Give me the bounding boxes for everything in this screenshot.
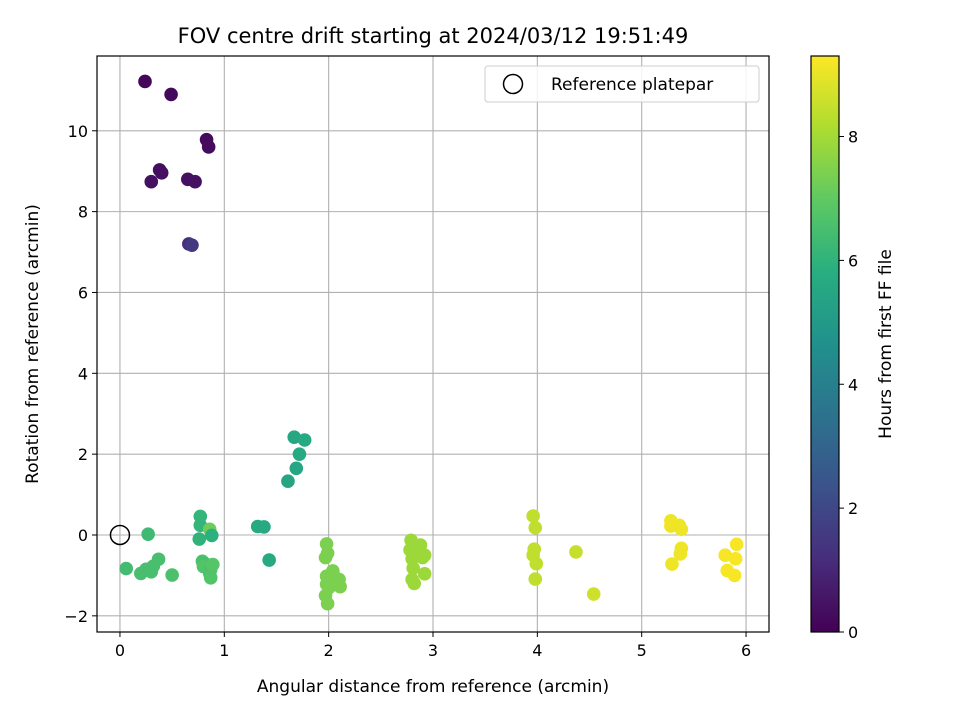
legend-marker-icon <box>502 73 524 95</box>
data-point <box>417 548 432 562</box>
data-point <box>281 474 295 489</box>
y-tick-label: 0 <box>78 526 88 545</box>
legend-box <box>484 65 760 103</box>
data-point <box>141 527 155 541</box>
data-point <box>674 522 689 537</box>
data-point <box>718 548 732 562</box>
data-point <box>673 547 688 561</box>
colorbar-ticks: 0 2 4 6 8 <box>839 128 858 642</box>
data-point <box>526 509 540 523</box>
colorbar-tick-label: 4 <box>848 375 858 394</box>
legend-label: Reference platepar <box>551 75 713 95</box>
x-tick-label: 5 <box>637 641 647 660</box>
x-tick-label: 2 <box>324 641 334 660</box>
data-point <box>164 87 178 102</box>
y-axis-ticks: −2 0 2 4 6 8 10 <box>64 122 97 626</box>
data-point <box>728 552 743 566</box>
data-point <box>287 430 302 444</box>
grid-lines <box>97 56 769 632</box>
x-tick-label: 4 <box>532 641 542 660</box>
data-point <box>138 74 152 89</box>
data-point <box>727 568 742 583</box>
reference-platepar-marker <box>109 524 131 546</box>
data-point <box>203 571 218 585</box>
x-axis-ticks: 0 1 2 3 4 5 6 <box>115 632 751 660</box>
y-tick-label: 4 <box>78 364 88 383</box>
data-point <box>569 545 583 559</box>
legend: Reference platepar <box>484 65 760 103</box>
data-point <box>321 581 336 595</box>
colorbar-tick-label: 0 <box>848 623 858 642</box>
data-point <box>407 576 422 591</box>
data-point <box>204 528 219 543</box>
data-point <box>318 550 333 565</box>
x-axis-label: Angular distance from reference (arcmin) <box>257 677 609 697</box>
y-tick-label: 6 <box>78 283 88 302</box>
y-tick-label: 8 <box>78 203 88 222</box>
data-point <box>292 447 307 461</box>
data-point <box>188 174 202 189</box>
y-tick-label: −2 <box>64 607 88 626</box>
data-point <box>586 587 601 601</box>
data-point <box>154 166 169 180</box>
data-point <box>528 520 543 535</box>
data-point <box>406 561 420 575</box>
x-tick-label: 6 <box>741 641 751 660</box>
data-point <box>529 556 544 571</box>
data-point <box>417 566 432 581</box>
data-point <box>151 552 166 567</box>
colorbar-label: Hours from first FF file <box>876 249 896 439</box>
x-tick-label: 1 <box>219 641 229 660</box>
data-point <box>206 557 220 572</box>
data-point <box>297 433 312 447</box>
y-tick-label: 2 <box>78 445 88 464</box>
data-point <box>257 520 271 534</box>
data-point <box>144 174 159 189</box>
data-point <box>729 537 744 552</box>
colorbar-gradient <box>810 55 840 633</box>
colorbar-tick-label: 8 <box>848 128 858 147</box>
data-point <box>119 561 134 576</box>
y-axis-label: Rotation from reference (arcmin) <box>23 204 43 484</box>
x-tick-label: 3 <box>428 641 438 660</box>
colorbar-tick-label: 6 <box>848 251 858 270</box>
data-point <box>320 596 335 611</box>
colorbar: 0 2 4 6 8 Hours from first FF file <box>810 55 896 642</box>
data-point <box>333 579 347 594</box>
data-point <box>665 557 679 571</box>
data-point <box>201 140 216 154</box>
scatter-points <box>119 74 744 611</box>
chart-title: FOV centre drift starting at 2024/03/12 … <box>178 24 689 48</box>
data-point <box>528 572 543 586</box>
data-point <box>185 238 199 252</box>
data-point <box>289 461 304 476</box>
y-tick-label: 10 <box>68 122 88 141</box>
colorbar-tick-label: 2 <box>848 499 858 518</box>
data-point <box>262 553 276 567</box>
data-point <box>192 532 207 546</box>
x-tick-label: 0 <box>115 641 125 660</box>
data-point <box>165 568 179 582</box>
